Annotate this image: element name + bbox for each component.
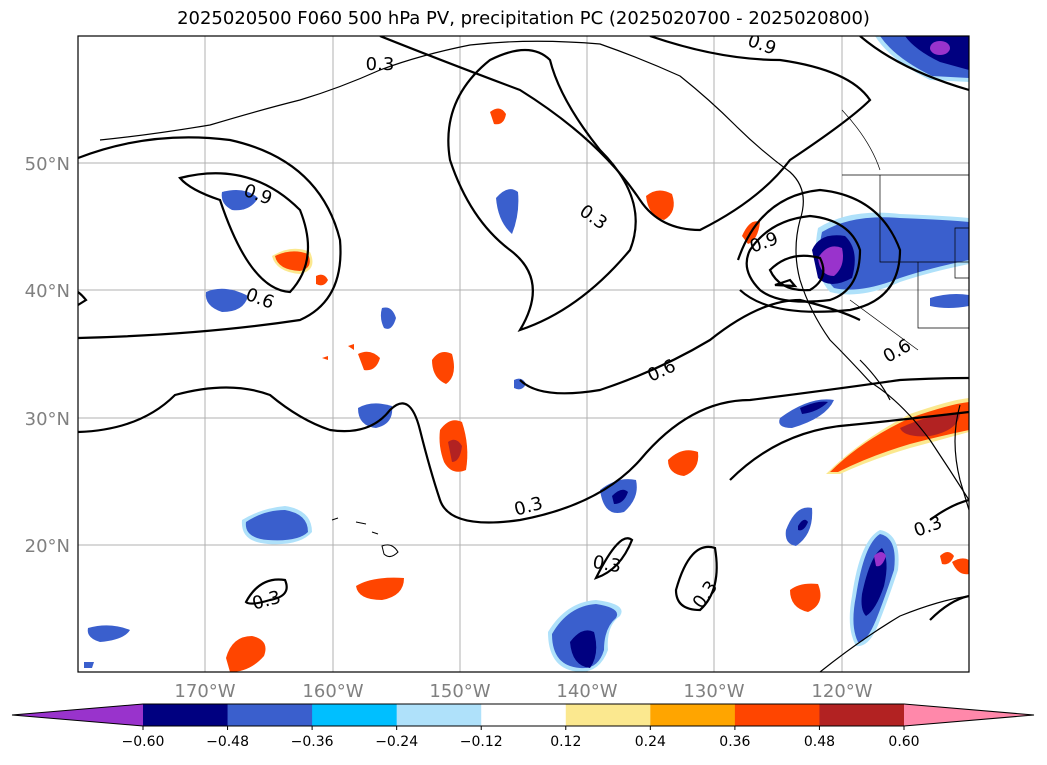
hawaii-islands [331,517,399,558]
colorbar-segment [734,704,820,726]
contour-label: 0.3 [366,54,395,75]
colorbar-tick-label: 0.24 [635,734,666,750]
colorbar-tick-label: 0.36 [719,734,750,750]
colorbar-segment [650,704,736,726]
contour-label: 0.6 [880,335,915,368]
map-title: 2025020500 F060 500 hPa PV, precipitatio… [177,8,870,29]
colorbar-segment [396,704,482,726]
colorbar-segment [481,704,567,726]
contour-label: 0.6 [243,284,277,314]
lon-label: 130°W [683,681,744,702]
contour-label: 0.3 [591,552,623,578]
colorbar-extend-high [904,704,1034,726]
contour-label: 0.3 [911,512,945,542]
lat-label: 40°N [25,281,70,302]
colorbar-segment [227,704,313,726]
map-frame [77,35,970,673]
colorbar-tick-label: −0.24 [375,734,418,750]
colorbar-tick-label: −0.60 [122,734,165,750]
lat-label: 20°N [25,536,70,557]
contour-label: 0.3 [575,201,611,235]
lon-label: 160°W [302,681,363,702]
longitude-labels: 170°W 160°W 150°W 140°W 130°W 120°W [174,681,872,702]
colorbar-tick-label: 0.12 [550,734,581,750]
pv-contours [78,36,969,621]
colorbar-tick-label: 0.48 [804,734,835,750]
lon-label: 170°W [174,681,235,702]
colorbar-tick-label: −0.12 [460,734,503,750]
colorbar-segment [565,704,651,726]
lat-label: 50°N [25,154,70,175]
contour-labels: 0.9 0.6 0.3 0.6 0.9 0.3 0.3 0.3 0.3 0.3 … [241,30,945,615]
contour-label: 0.9 [745,30,779,60]
coastlines [99,40,969,672]
precipitation-shading [84,36,969,672]
colorbar-tick-label: −0.36 [291,734,334,750]
state-borders [841,109,969,351]
lon-label: 120°W [811,681,872,702]
colorbar-segment [143,704,229,726]
colorbar-tick-label: −0.48 [206,734,249,750]
gridlines [78,36,969,672]
colorbar-extend-low [12,704,143,726]
lon-label: 150°W [429,681,490,702]
colorbar-segment [312,704,398,726]
colorbar-segment [819,704,905,726]
colorbar-tick-label: 0.60 [888,734,919,750]
lat-label: 30°N [25,409,70,430]
lon-label: 140°W [556,681,617,702]
colorbar: −0.60 −0.48 −0.36 −0.24 −0.12 0.12 0.24 0.36 0.4… [11,703,1035,750]
contour-label: 0.3 [689,577,723,613]
latitude-labels: 50°N 40°N 30°N 20°N [25,154,70,557]
